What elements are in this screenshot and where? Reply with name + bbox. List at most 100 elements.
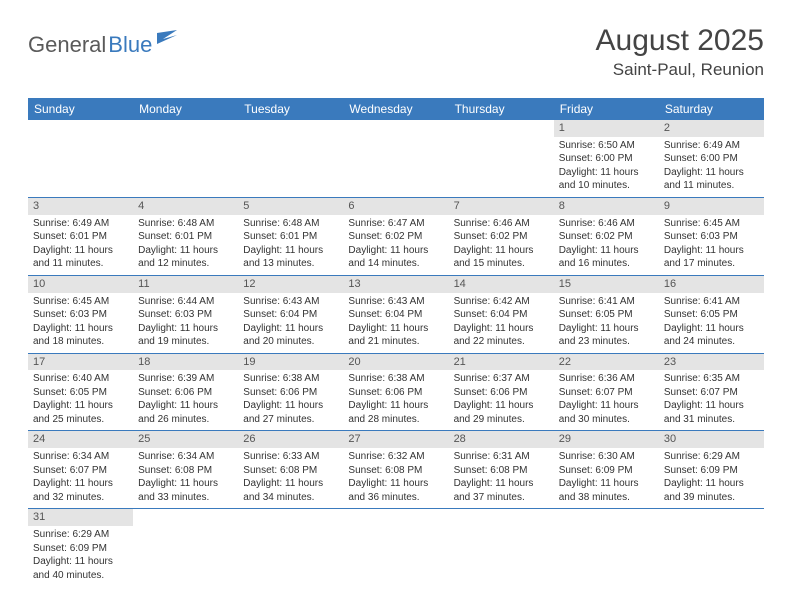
weekday-header: Friday	[554, 98, 659, 120]
day-number: 24	[28, 431, 133, 448]
sunrise-text: Sunrise: 6:40 AM	[33, 372, 128, 386]
day-number: 5	[238, 198, 343, 215]
cell-content: Sunrise: 6:41 AMSunset: 6:05 PMDaylight:…	[554, 293, 659, 353]
sunset-text: Sunset: 6:02 PM	[559, 230, 654, 244]
cell-content: Sunrise: 6:45 AMSunset: 6:03 PMDaylight:…	[659, 215, 764, 275]
calendar-cell: 21Sunrise: 6:37 AMSunset: 6:06 PMDayligh…	[449, 353, 554, 431]
day-number: 22	[554, 354, 659, 371]
sunrise-text: Sunrise: 6:35 AM	[664, 372, 759, 386]
sunrise-text: Sunrise: 6:47 AM	[348, 217, 443, 231]
day-number: 16	[659, 276, 764, 293]
calendar-cell: .	[133, 509, 238, 586]
cell-content: Sunrise: 6:35 AMSunset: 6:07 PMDaylight:…	[659, 370, 764, 430]
daylight-line2: and 19 minutes.	[138, 335, 233, 349]
weekday-header: Tuesday	[238, 98, 343, 120]
calendar-cell: .	[238, 120, 343, 197]
day-number: 19	[238, 354, 343, 371]
cell-content: Sunrise: 6:48 AMSunset: 6:01 PMDaylight:…	[238, 215, 343, 275]
weekday-header-row: SundayMondayTuesdayWednesdayThursdayFrid…	[28, 98, 764, 120]
daylight-line1: Daylight: 11 hours	[664, 244, 759, 258]
cell-content: Sunrise: 6:44 AMSunset: 6:03 PMDaylight:…	[133, 293, 238, 353]
cell-content: Sunrise: 6:47 AMSunset: 6:02 PMDaylight:…	[343, 215, 448, 275]
cell-content: Sunrise: 6:34 AMSunset: 6:07 PMDaylight:…	[28, 448, 133, 508]
daylight-line1: Daylight: 11 hours	[33, 399, 128, 413]
daylight-line1: Daylight: 11 hours	[664, 322, 759, 336]
day-number: 2	[659, 120, 764, 137]
cell-content: Sunrise: 6:38 AMSunset: 6:06 PMDaylight:…	[238, 370, 343, 430]
daylight-line2: and 31 minutes.	[664, 413, 759, 427]
daylight-line2: and 37 minutes.	[454, 491, 549, 505]
sunrise-text: Sunrise: 6:36 AM	[559, 372, 654, 386]
sunrise-text: Sunrise: 6:34 AM	[33, 450, 128, 464]
daylight-line2: and 34 minutes.	[243, 491, 338, 505]
cell-content: Sunrise: 6:40 AMSunset: 6:05 PMDaylight:…	[28, 370, 133, 430]
daylight-line2: and 18 minutes.	[33, 335, 128, 349]
daylight-line1: Daylight: 11 hours	[33, 555, 128, 569]
day-number: 7	[449, 198, 554, 215]
calendar-cell: 20Sunrise: 6:38 AMSunset: 6:06 PMDayligh…	[343, 353, 448, 431]
sunrise-text: Sunrise: 6:45 AM	[33, 295, 128, 309]
daylight-line1: Daylight: 11 hours	[348, 399, 443, 413]
calendar-cell: 30Sunrise: 6:29 AMSunset: 6:09 PMDayligh…	[659, 431, 764, 509]
day-number: 4	[133, 198, 238, 215]
daylight-line1: Daylight: 11 hours	[559, 244, 654, 258]
sunset-text: Sunset: 6:03 PM	[664, 230, 759, 244]
sunset-text: Sunset: 6:05 PM	[664, 308, 759, 322]
daylight-line2: and 24 minutes.	[664, 335, 759, 349]
cell-content: Sunrise: 6:30 AMSunset: 6:09 PMDaylight:…	[554, 448, 659, 508]
sunset-text: Sunset: 6:09 PM	[664, 464, 759, 478]
daylight-line1: Daylight: 11 hours	[33, 322, 128, 336]
day-number: 26	[238, 431, 343, 448]
calendar-cell: .	[28, 120, 133, 197]
day-number: 31	[28, 509, 133, 526]
calendar-cell: 19Sunrise: 6:38 AMSunset: 6:06 PMDayligh…	[238, 353, 343, 431]
sunset-text: Sunset: 6:01 PM	[243, 230, 338, 244]
daylight-line1: Daylight: 11 hours	[454, 399, 549, 413]
sunrise-text: Sunrise: 6:45 AM	[664, 217, 759, 231]
calendar-cell: 29Sunrise: 6:30 AMSunset: 6:09 PMDayligh…	[554, 431, 659, 509]
daylight-line1: Daylight: 11 hours	[454, 477, 549, 491]
sunrise-text: Sunrise: 6:49 AM	[33, 217, 128, 231]
calendar-cell: .	[659, 509, 764, 586]
calendar-cell: 11Sunrise: 6:44 AMSunset: 6:03 PMDayligh…	[133, 275, 238, 353]
sunrise-text: Sunrise: 6:29 AM	[33, 528, 128, 542]
logo-flag-icon	[157, 30, 179, 51]
daylight-line1: Daylight: 11 hours	[243, 322, 338, 336]
daylight-line2: and 33 minutes.	[138, 491, 233, 505]
daylight-line1: Daylight: 11 hours	[664, 477, 759, 491]
sunrise-text: Sunrise: 6:50 AM	[559, 139, 654, 153]
logo: GeneralBlue	[28, 30, 179, 59]
logo-text-general: General	[28, 32, 106, 58]
sunset-text: Sunset: 6:08 PM	[243, 464, 338, 478]
cell-content: Sunrise: 6:49 AMSunset: 6:01 PMDaylight:…	[28, 215, 133, 275]
daylight-line1: Daylight: 11 hours	[454, 322, 549, 336]
cell-content: Sunrise: 6:45 AMSunset: 6:03 PMDaylight:…	[28, 293, 133, 353]
calendar-cell: 18Sunrise: 6:39 AMSunset: 6:06 PMDayligh…	[133, 353, 238, 431]
daylight-line1: Daylight: 11 hours	[33, 244, 128, 258]
day-number: 12	[238, 276, 343, 293]
daylight-line2: and 40 minutes.	[33, 569, 128, 583]
cell-content: Sunrise: 6:49 AMSunset: 6:00 PMDaylight:…	[659, 137, 764, 197]
daylight-line2: and 30 minutes.	[559, 413, 654, 427]
day-number: 21	[449, 354, 554, 371]
cell-content: Sunrise: 6:42 AMSunset: 6:04 PMDaylight:…	[449, 293, 554, 353]
cell-content: Sunrise: 6:29 AMSunset: 6:09 PMDaylight:…	[659, 448, 764, 508]
calendar-cell: 31Sunrise: 6:29 AMSunset: 6:09 PMDayligh…	[28, 509, 133, 586]
daylight-line1: Daylight: 11 hours	[559, 166, 654, 180]
sunset-text: Sunset: 6:00 PM	[664, 152, 759, 166]
calendar-cell: .	[554, 509, 659, 586]
daylight-line2: and 39 minutes.	[664, 491, 759, 505]
sunset-text: Sunset: 6:01 PM	[33, 230, 128, 244]
day-number: 30	[659, 431, 764, 448]
day-number: 10	[28, 276, 133, 293]
sunset-text: Sunset: 6:08 PM	[348, 464, 443, 478]
sunset-text: Sunset: 6:08 PM	[138, 464, 233, 478]
sunrise-text: Sunrise: 6:48 AM	[138, 217, 233, 231]
sunset-text: Sunset: 6:03 PM	[33, 308, 128, 322]
sunrise-text: Sunrise: 6:30 AM	[559, 450, 654, 464]
day-number: 29	[554, 431, 659, 448]
sunrise-text: Sunrise: 6:43 AM	[243, 295, 338, 309]
sunset-text: Sunset: 6:02 PM	[454, 230, 549, 244]
daylight-line2: and 32 minutes.	[33, 491, 128, 505]
sunset-text: Sunset: 6:04 PM	[243, 308, 338, 322]
